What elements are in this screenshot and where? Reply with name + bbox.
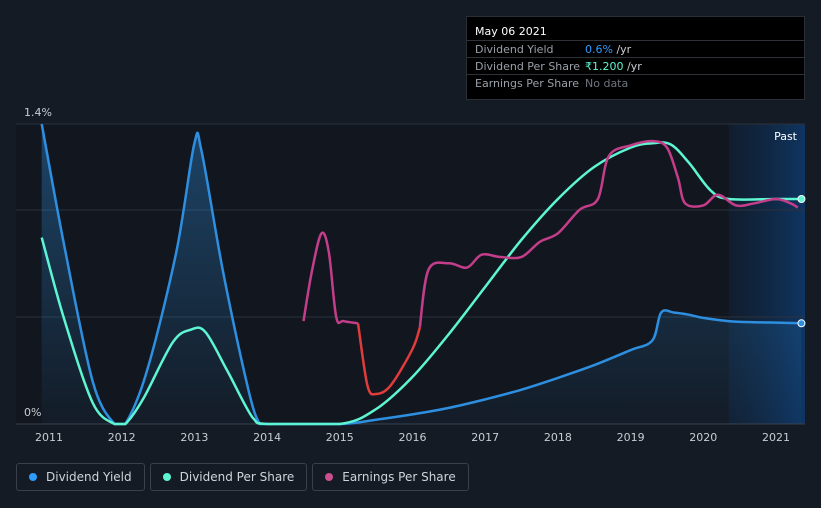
tooltip-row-dividend-per-share: Dividend Per Share ₹1.200 /yr: [467, 57, 804, 75]
legend-dot-icon: [162, 473, 171, 481]
series-end-marker-dividend-per-share: [797, 195, 806, 203]
legend-dot-icon: [29, 473, 37, 481]
series-area-dividend-yield: [41, 124, 802, 424]
y-tick-label: 0%: [24, 406, 41, 419]
tooltip-value: 0.6% /yr: [585, 43, 632, 56]
tooltip-value: No data: [585, 77, 629, 90]
legend-label: Earnings Per Share: [342, 470, 456, 484]
series-line-earnings-per-share-segment: [302, 231, 359, 325]
series-line-earnings-per-share-segment: [418, 139, 799, 328]
series-line-earnings-per-share-segment: [356, 323, 421, 396]
x-tick-label: 2011: [35, 431, 63, 444]
legend-label: Dividend Yield: [46, 470, 132, 484]
legend-item-dividend-per-share[interactable]: Dividend Per Share: [149, 463, 308, 491]
tooltip-row-earnings-per-share: Earnings Per Share No data: [467, 74, 804, 92]
legend-label: Dividend Per Share: [179, 470, 295, 484]
x-tick-label: 2013: [180, 431, 208, 444]
series-end-marker-dividend-yield: [797, 319, 806, 328]
series-line-dividend-yield: [40, 123, 802, 426]
tooltip: May 06 2021 Dividend Yield 0.6% /yr Divi…: [466, 16, 805, 100]
x-tick-label: 2016: [399, 431, 427, 444]
series-line-dividend-per-share: [40, 141, 802, 426]
tooltip-label: Dividend Per Share: [475, 60, 581, 73]
x-tick-label: 2019: [617, 431, 645, 444]
tooltip-date: May 06 2021: [475, 25, 547, 38]
x-tick-label: 2017: [471, 431, 499, 444]
y-tick-label: 1.4%: [24, 106, 52, 119]
x-tick-label: 2012: [108, 431, 136, 444]
x-tick-label: 2014: [253, 431, 281, 444]
x-tick-label: 2021: [762, 431, 790, 444]
past-label: Past: [774, 130, 798, 143]
tooltip-value: ₹1.200 /yr: [585, 60, 642, 73]
tooltip-label: Earnings Per Share: [475, 77, 580, 90]
legend-item-dividend-yield[interactable]: Dividend Yield: [16, 463, 145, 491]
x-tick-label: 2015: [326, 431, 354, 444]
legend-item-earnings-per-share[interactable]: Earnings Per Share: [312, 463, 469, 491]
tooltip-row-dividend-yield: Dividend Yield 0.6% /yr: [467, 40, 804, 58]
tooltip-label: Dividend Yield: [475, 43, 554, 56]
x-tick-label: 2020: [689, 431, 717, 444]
legend: Dividend Yield Dividend Per Share Earnin…: [16, 463, 469, 493]
x-tick-label: 2018: [544, 431, 572, 444]
legend-dot-icon: [325, 473, 334, 481]
